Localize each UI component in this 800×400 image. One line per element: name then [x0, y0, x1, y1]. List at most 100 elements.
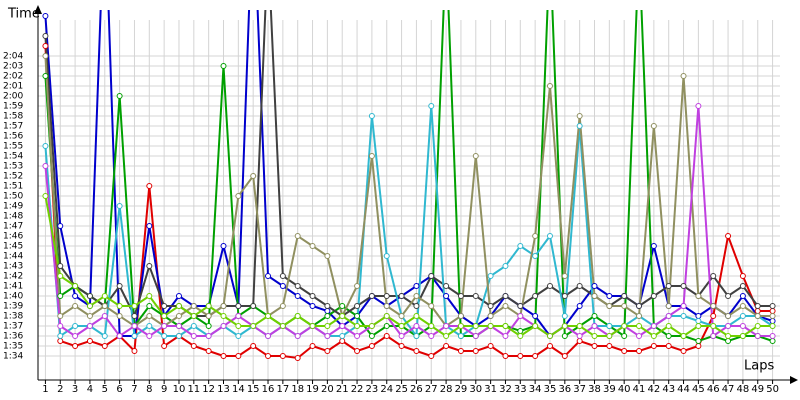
- data-point: [606, 303, 613, 309]
- data-point: [561, 353, 568, 359]
- data-point: [739, 293, 746, 299]
- data-point: [101, 313, 108, 319]
- data-point: [175, 313, 182, 319]
- x-tick-label: 22: [351, 384, 364, 395]
- data-point: [294, 283, 301, 289]
- y-tick-label: 1:44: [3, 252, 23, 262]
- data-point: [57, 273, 64, 279]
- data-point: [502, 263, 509, 269]
- data-point: [116, 313, 123, 319]
- x-tick-label: 29: [455, 384, 468, 395]
- data-point: [680, 73, 687, 79]
- y-tick-label: 2:01: [3, 82, 23, 92]
- y-tick-label: 1:40: [3, 292, 23, 302]
- data-point: [294, 355, 301, 361]
- x-tick-label: 2: [57, 384, 63, 395]
- data-point: [428, 103, 435, 109]
- data-point: [636, 313, 643, 319]
- data-point: [175, 323, 182, 329]
- data-point: [591, 293, 598, 299]
- x-tick-label: 14: [232, 384, 245, 395]
- data-point: [101, 333, 108, 339]
- data-point: [665, 323, 672, 329]
- data-point: [265, 353, 272, 359]
- x-tick-label: 3: [72, 384, 78, 395]
- data-point: [339, 303, 346, 309]
- data-point: [42, 73, 49, 79]
- data-point: [546, 83, 553, 89]
- x-tick-label: 21: [336, 384, 349, 395]
- y-tick-label: 1:47: [3, 222, 23, 232]
- x-tick-label: 40: [618, 384, 631, 395]
- data-point: [443, 283, 450, 289]
- x-tick-label: 45: [692, 384, 705, 395]
- data-point: [413, 348, 420, 354]
- data-point: [413, 333, 420, 339]
- data-point: [190, 343, 197, 349]
- data-point: [636, 323, 643, 329]
- data-point: [591, 323, 598, 329]
- data-point: [339, 333, 346, 339]
- data-point: [413, 283, 420, 289]
- x-tick-label: 25: [395, 384, 408, 395]
- data-point: [398, 313, 405, 319]
- data-point: [220, 313, 227, 319]
- data-point: [487, 313, 494, 319]
- y-tick-label: 1:54: [3, 152, 23, 162]
- data-point: [650, 123, 657, 129]
- x-tick-label: 32: [499, 384, 512, 395]
- y-tick-label: 1:59: [3, 102, 23, 112]
- data-point: [294, 313, 301, 319]
- data-point: [235, 303, 242, 309]
- data-point: [636, 348, 643, 354]
- data-point: [636, 333, 643, 339]
- data-point: [532, 293, 539, 299]
- data-point: [710, 303, 717, 309]
- y-tick-label: 1:51: [3, 182, 23, 192]
- data-point: [561, 293, 568, 299]
- data-point: [116, 93, 123, 99]
- data-point: [116, 203, 123, 209]
- y-tick-label: 1:43: [3, 262, 23, 272]
- data-point: [487, 323, 494, 329]
- data-point: [695, 323, 702, 329]
- x-tick-label: 12: [202, 384, 215, 395]
- x-tick-label: 18: [291, 384, 304, 395]
- data-point: [487, 303, 494, 309]
- x-tick-label: 50: [766, 384, 779, 395]
- data-point: [739, 313, 746, 319]
- data-point: [428, 303, 435, 309]
- data-point: [294, 333, 301, 339]
- data-point: [383, 323, 390, 329]
- data-point: [650, 243, 657, 249]
- data-point: [324, 308, 331, 314]
- data-point: [650, 343, 657, 349]
- data-point: [279, 273, 286, 279]
- data-point: [279, 353, 286, 359]
- data-point: [86, 303, 93, 309]
- x-tick-label: 36: [558, 384, 571, 395]
- data-point: [354, 303, 361, 309]
- x-tick-label: 30: [469, 384, 482, 395]
- data-point: [576, 333, 583, 339]
- data-point: [324, 333, 331, 339]
- data-point: [309, 293, 316, 299]
- data-point: [146, 263, 153, 269]
- y-tick-label: 1:49: [3, 202, 23, 212]
- x-tick-label: 20: [321, 384, 334, 395]
- data-point: [680, 283, 687, 289]
- x-tick-label: 13: [217, 384, 230, 395]
- data-point: [42, 163, 49, 169]
- data-point: [86, 323, 93, 329]
- data-point: [161, 313, 168, 319]
- data-point: [354, 283, 361, 289]
- data-point: [279, 323, 286, 329]
- data-point: [146, 293, 153, 299]
- y-tick-label: 1:35: [3, 342, 23, 352]
- data-point: [443, 343, 450, 349]
- data-point: [680, 333, 687, 339]
- data-point: [680, 303, 687, 309]
- data-point: [695, 103, 702, 109]
- data-point: [383, 253, 390, 259]
